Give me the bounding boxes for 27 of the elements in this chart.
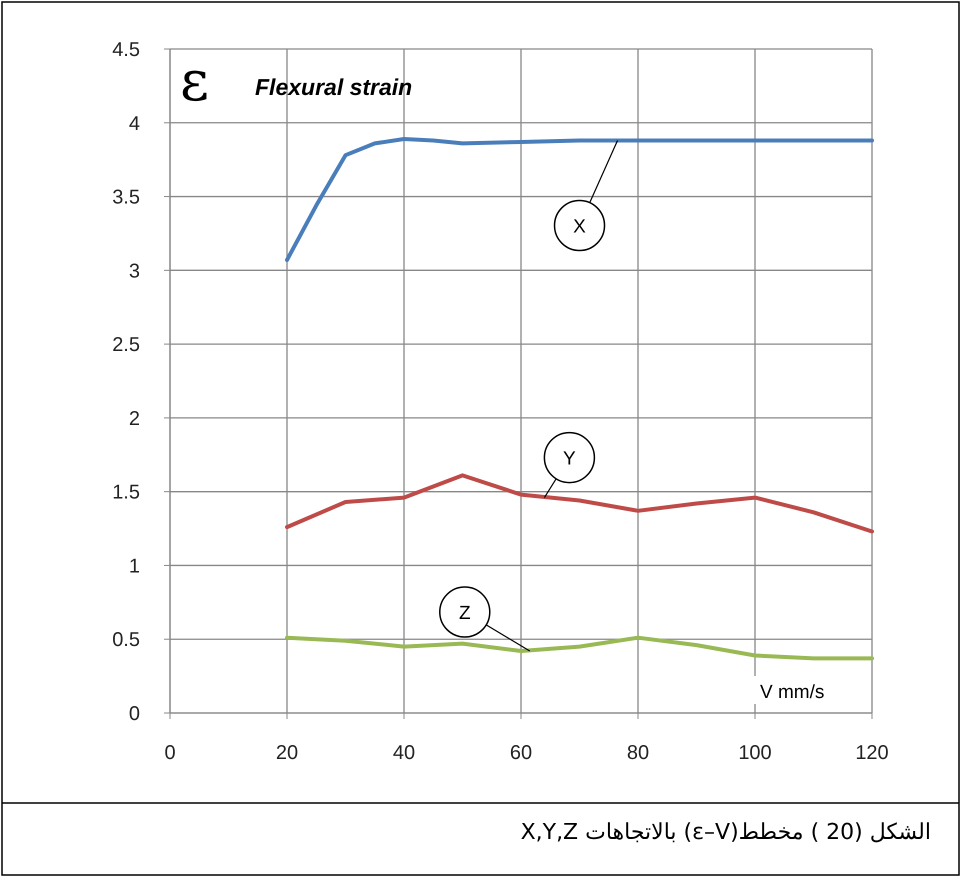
line-series — [285, 636, 874, 660]
annotation: X — [573, 216, 586, 238]
annotation: Y — [563, 448, 576, 470]
y-tick-label: 2 — [128, 408, 140, 430]
text: الشكل (20 ) مخطط(ε–V) بالاتجاهات X,Y,Z — [520, 820, 931, 845]
line-series — [285, 473, 874, 534]
x-tick-label: 100 — [738, 742, 772, 764]
y-tick-label: 2.5 — [112, 334, 140, 356]
y-tick-label: 4.5 — [112, 39, 140, 61]
x-axis-title: V mm/s — [760, 682, 824, 703]
y-tick-label: 3 — [128, 260, 140, 282]
y-tick-label: 4 — [128, 112, 140, 135]
y-axis-title: ε — [180, 49, 210, 114]
y-tick-label: 1 — [128, 555, 140, 578]
x-tick-label: 60 — [510, 742, 532, 764]
y-tick-label: 3.5 — [112, 186, 140, 209]
y-tick-label: 0 — [128, 703, 140, 725]
x-tick-label: 0 — [164, 742, 176, 764]
line-series — [285, 137, 874, 262]
y-tick-label: 1.5 — [112, 482, 140, 504]
y-tick-label: 0.5 — [112, 629, 140, 652]
x-tick-label: 120 — [855, 742, 889, 764]
annotation: Z — [458, 603, 471, 624]
x-tick-label: 80 — [626, 742, 650, 764]
x-tick-label: 40 — [392, 742, 416, 764]
x-tick-label: 20 — [276, 742, 298, 764]
text: Flexural strain — [255, 74, 412, 100]
